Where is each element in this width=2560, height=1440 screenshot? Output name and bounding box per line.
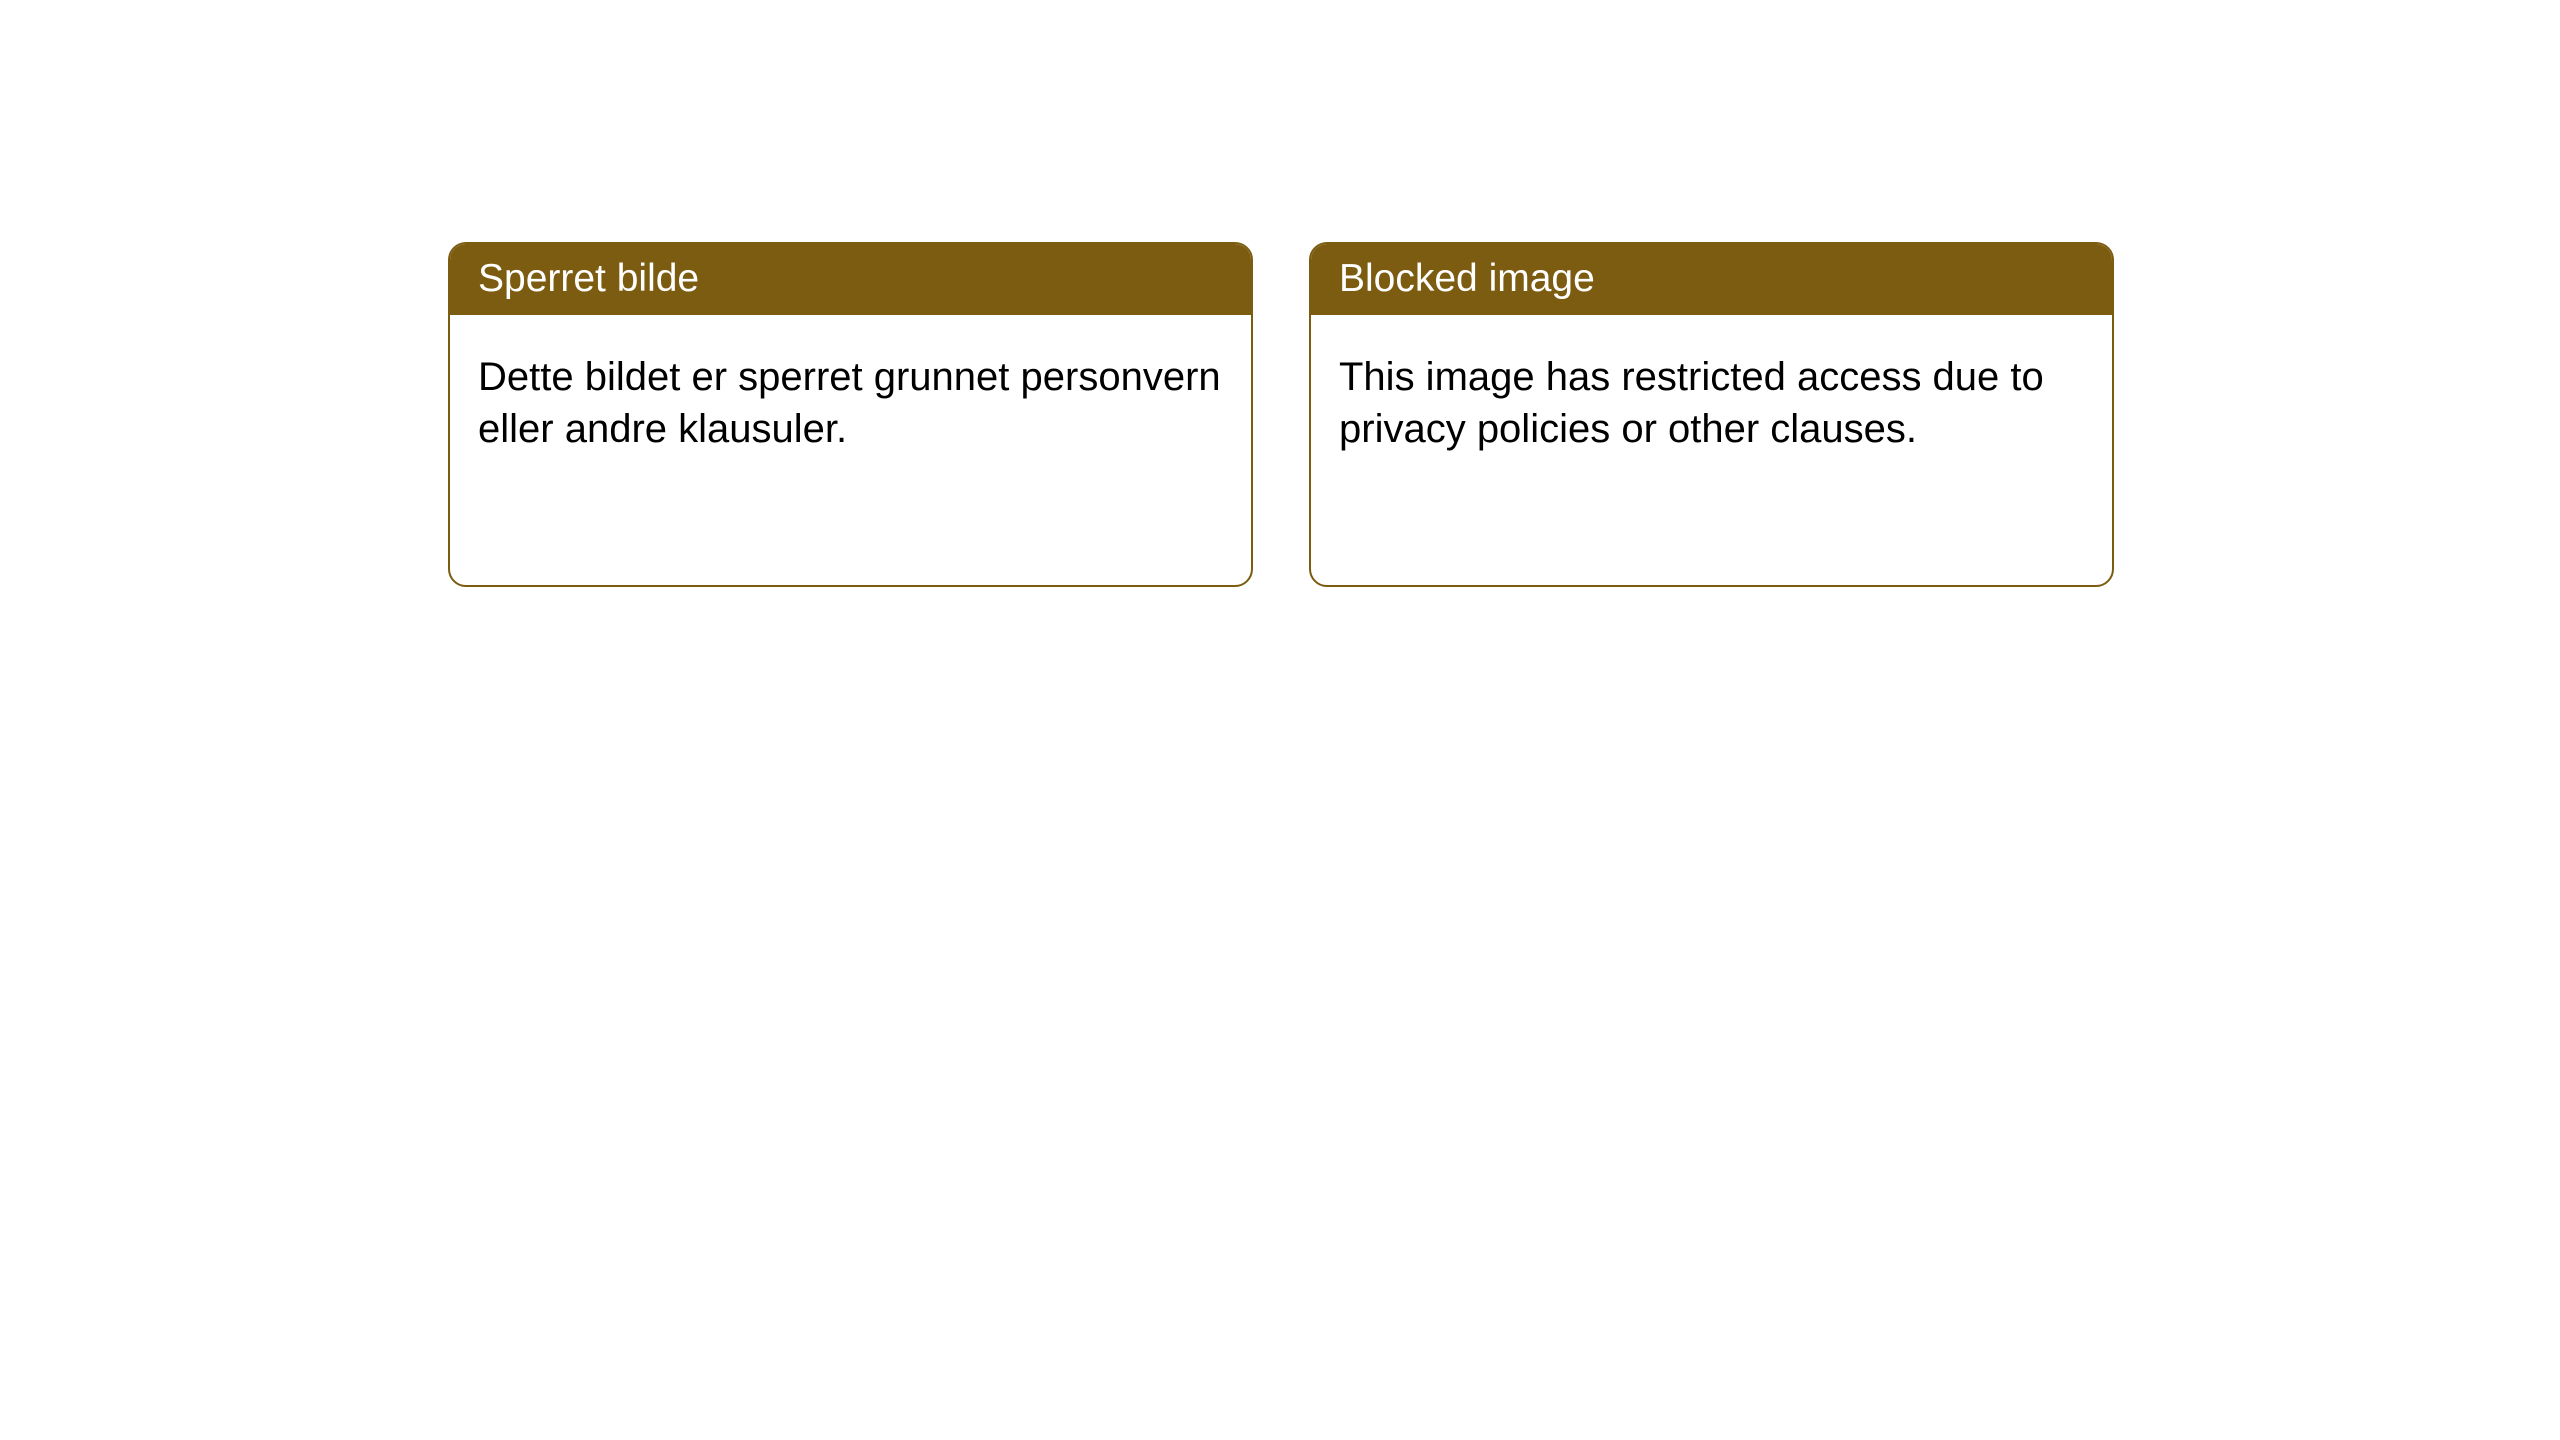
notice-card-english: Blocked image This image has restricted … bbox=[1309, 242, 2114, 587]
card-body: Dette bildet er sperret grunnet personve… bbox=[450, 315, 1251, 585]
notice-card-norwegian: Sperret bilde Dette bildet er sperret gr… bbox=[448, 242, 1253, 587]
card-message: This image has restricted access due to … bbox=[1339, 351, 2084, 455]
card-title: Sperret bilde bbox=[478, 257, 699, 300]
card-message: Dette bildet er sperret grunnet personve… bbox=[478, 351, 1223, 455]
card-header: Sperret bilde bbox=[450, 244, 1251, 315]
card-title: Blocked image bbox=[1339, 257, 1595, 300]
card-body: This image has restricted access due to … bbox=[1311, 315, 2112, 585]
card-header: Blocked image bbox=[1311, 244, 2112, 315]
notice-cards-container: Sperret bilde Dette bildet er sperret gr… bbox=[0, 0, 2560, 587]
